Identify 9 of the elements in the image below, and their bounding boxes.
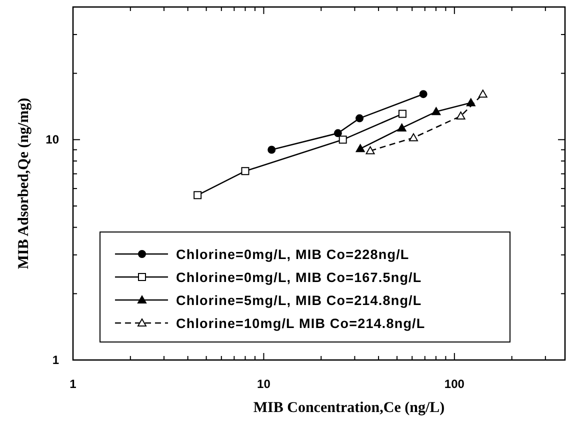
y-axis-title: MIB Adsorbed,Qe (ng/mg) <box>16 98 32 270</box>
x-axis-title: MIB Concentration,Ce (ng/L) <box>253 400 445 416</box>
legend-label: Chlorine=0mg/L, MIB Co=228ng/L <box>176 247 410 262</box>
legend-label: Chlorine=5mg/L, MIB Co=214.8ng/L <box>176 293 422 308</box>
x-tick-label: 100 <box>444 377 465 391</box>
x-tick-label: 10 <box>257 377 271 391</box>
legend-label: Chlorine=10mg/L MIB Co=214.8ng/L <box>176 316 426 331</box>
x-tick-label: 1 <box>70 377 77 391</box>
legend-label: Chlorine=0mg/L, MIB Co=167.5ng/L <box>176 270 422 285</box>
